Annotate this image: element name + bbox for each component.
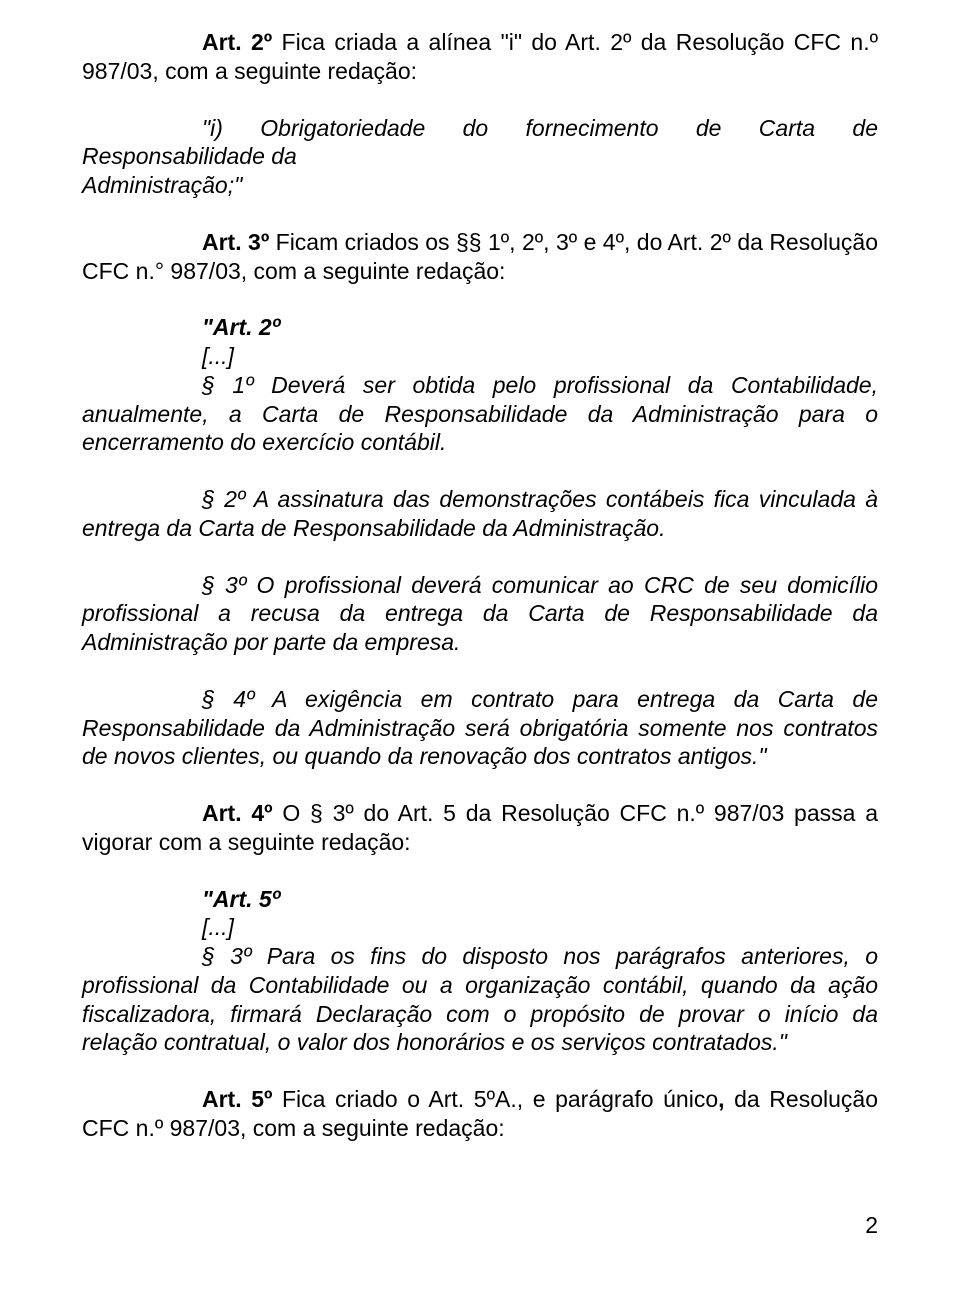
art2-para3: § 3º O profissional deverá comunicar ao … — [82, 572, 878, 656]
art5-para3: § 3º Para os fins do disposto nos parágr… — [82, 943, 878, 1055]
art2-quoted-header: "Art. 2º — [202, 314, 280, 340]
art5-quoted-block: "Art. 5º [...] § 3º Para os fins do disp… — [82, 885, 878, 1058]
art3-label: Art. 3º — [202, 229, 269, 255]
item-i-quote: "i) Obrigatoriedade do fornecimento de C… — [82, 114, 878, 200]
article-5-intro: Art. 5º Fica criado o Art. 5ºA., e parág… — [82, 1085, 878, 1143]
art5-ellipsis: [...] — [202, 914, 234, 940]
art2-para4: § 4º A exigência em contrato para entreg… — [82, 686, 878, 770]
art4-label: Art. 4º — [202, 800, 273, 826]
art2-para3-block: § 3º O profissional deverá comunicar ao … — [82, 571, 878, 657]
art2-para2: § 2º A assinatura das demonstrações cont… — [82, 486, 878, 541]
article-4-intro: Art. 4º O § 3º do Art. 5 da Resolução CF… — [82, 799, 878, 857]
art5-intro-text-a: Fica criado o Art. 5ºA., e parágrafo úni… — [272, 1086, 718, 1112]
art2-para1: § 1º Deverá ser obtida pelo profissional… — [82, 372, 878, 456]
article-3-intro: Art. 3º Ficam criados os §§ 1º, 2º, 3º e… — [82, 228, 878, 286]
item-i-text: "i) Obrigatoriedade do fornecimento de C… — [82, 115, 878, 170]
article-2-intro: Art. 2º Fica criada a alínea "i" do Art.… — [82, 28, 878, 86]
art2-label: Art. 2º — [202, 29, 272, 55]
item-i-cont: Administração;" — [82, 172, 242, 198]
art2-para2-block: § 2º A assinatura das demonstrações cont… — [82, 485, 878, 543]
page-number: 2 — [865, 1212, 878, 1239]
art2-para4-block: § 4º A exigência em contrato para entreg… — [82, 685, 878, 771]
art5-label: Art. 5º — [202, 1086, 272, 1112]
art2-ellipsis: [...] — [202, 343, 234, 369]
art2-quoted-block: "Art. 2º [...] § 1º Deverá ser obtida pe… — [82, 313, 878, 457]
art5-quoted-header: "Art. 5º — [202, 886, 280, 912]
